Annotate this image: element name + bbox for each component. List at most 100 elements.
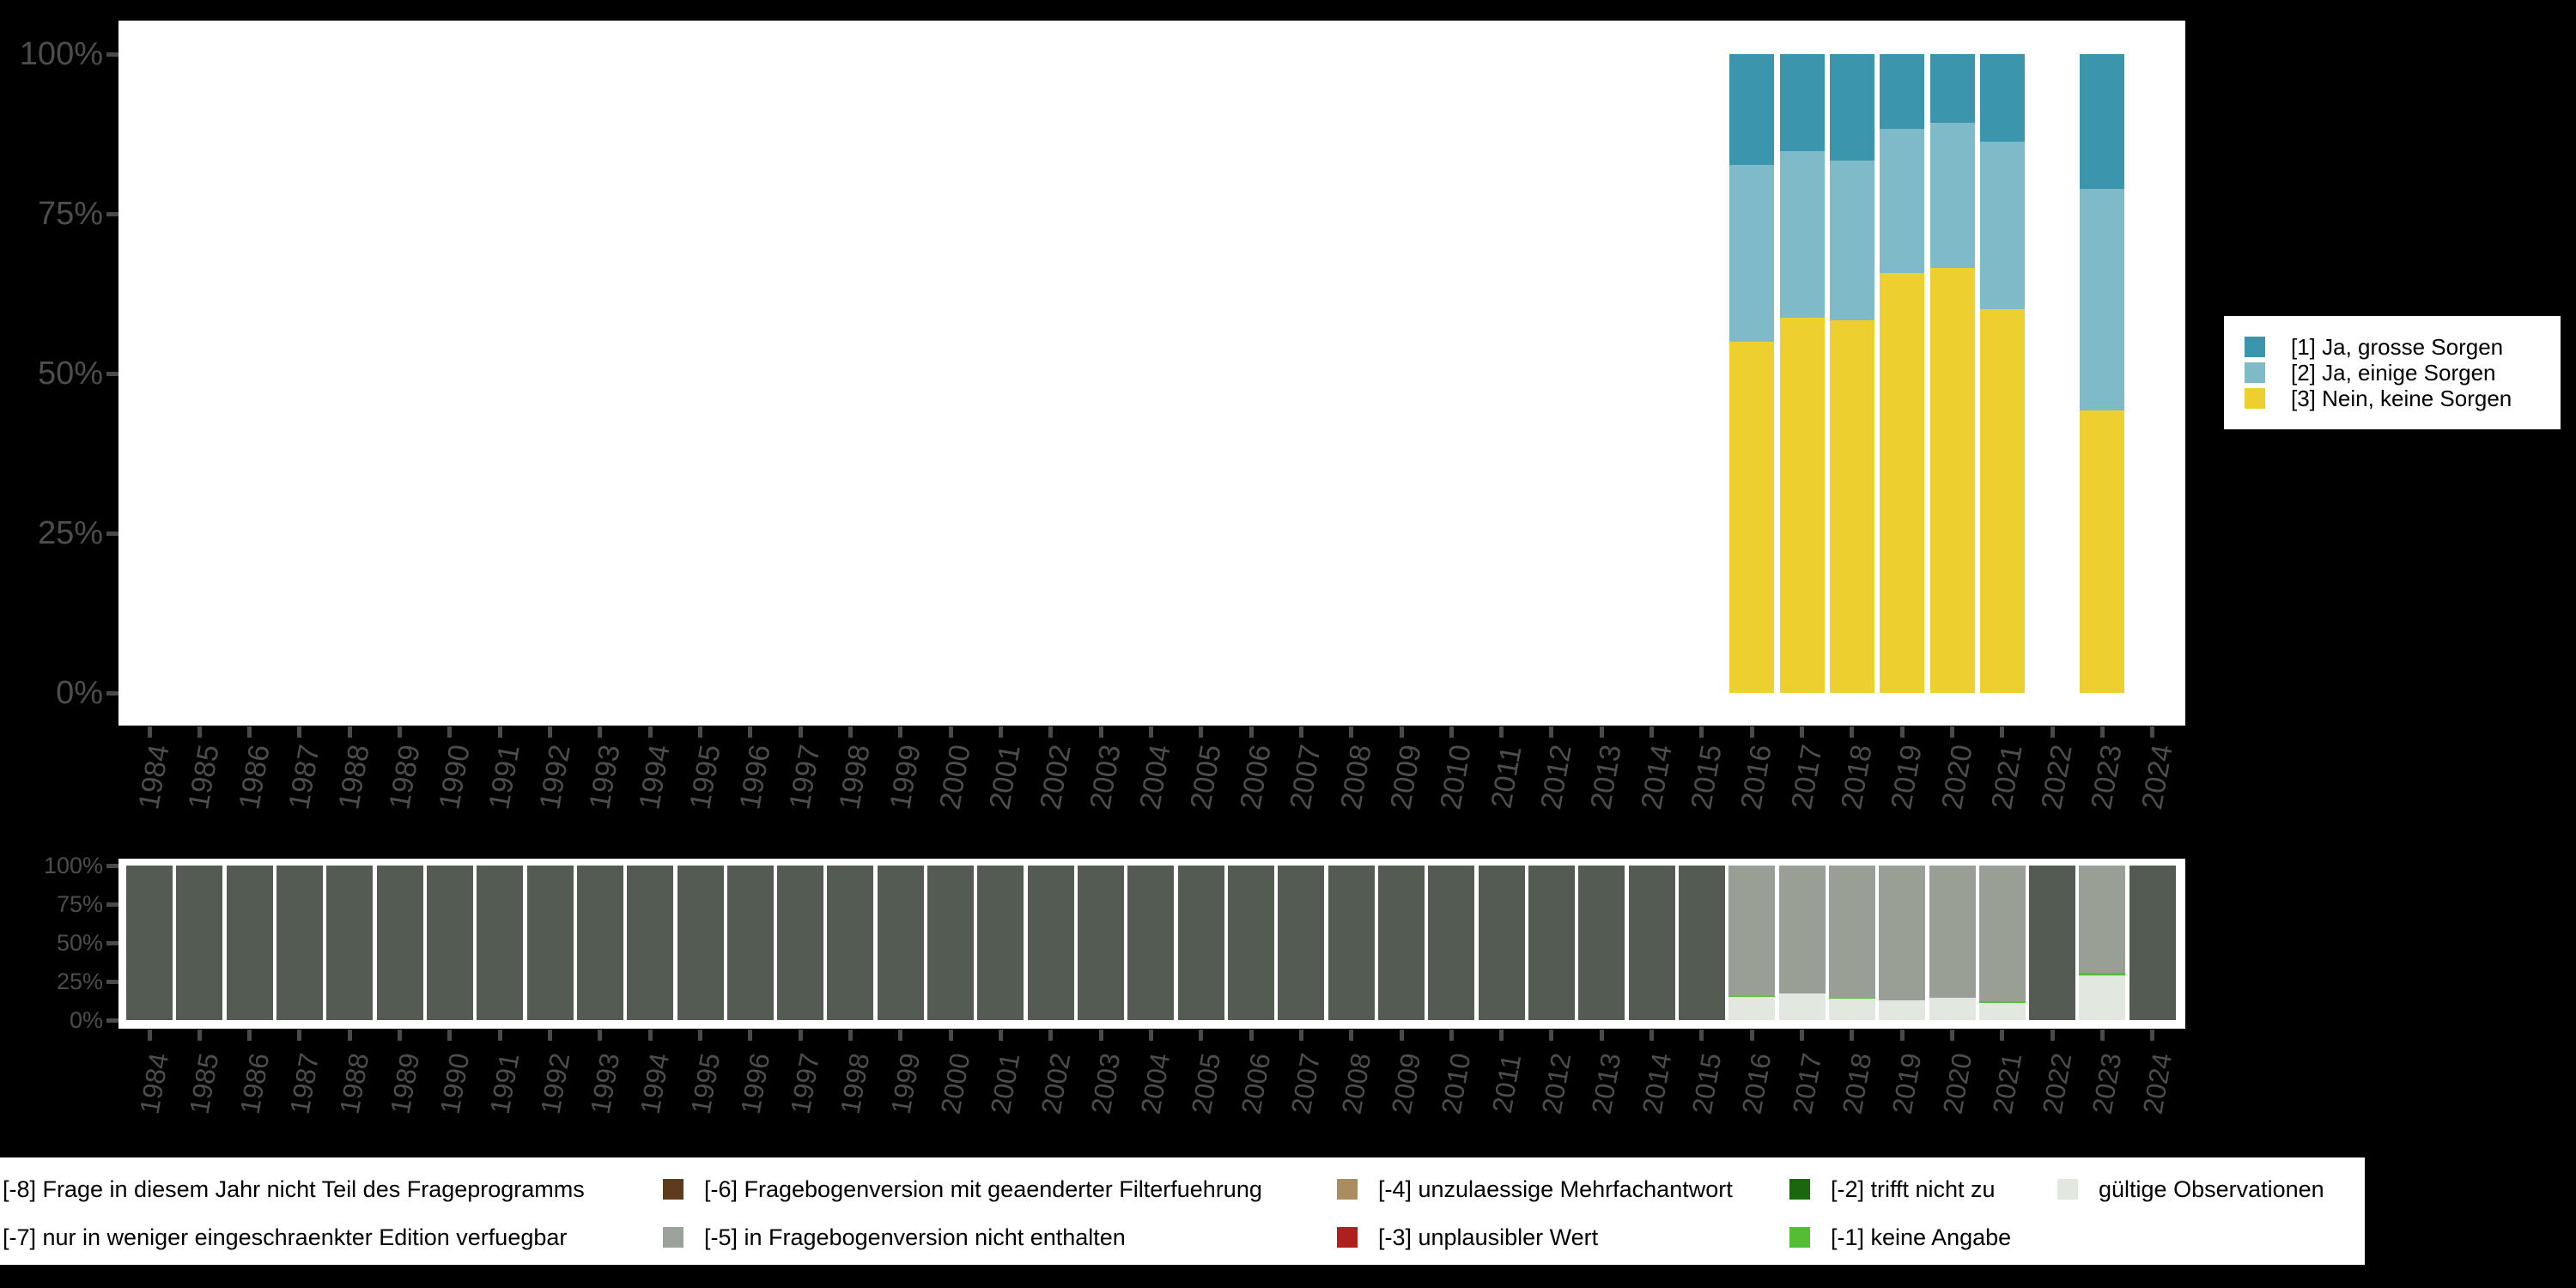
bar-segment-2019 [1879,999,1926,1020]
bar-segment-2004 [1127,866,1175,1020]
bar-segment-2022 [2029,866,2076,1020]
x-axis-tick [1899,1030,1905,1041]
bar-segment-2023 [2080,189,2125,411]
x-axis-tick [2150,726,2155,738]
bar-segment-2010 [1428,866,1475,1020]
y-axis-tick [106,980,118,984]
bar-segment-1991 [477,866,524,1020]
x-axis-tick [1399,726,1404,738]
missing-legend-label: [-4] unzulaessige Mehrfachantwort [1378,1176,1733,1202]
missing-legend-swatch [1337,1179,1358,1200]
x-axis-tick [1749,726,1754,738]
bar-segment-2018 [1829,320,1874,693]
bar-segment-2017 [1778,993,1826,1020]
x-axis-tick [1249,1030,1254,1041]
x-axis-tick [1599,1030,1604,1041]
y-axis-tick-label: 75% [56,891,103,917]
x-axis-tick [1399,1030,1404,1041]
bar-segment-2018 [1829,161,1874,321]
bar-segment-2021 [1978,866,2026,1002]
bar-segment-2019 [1880,273,1925,693]
x-axis-tick [1749,1030,1754,1041]
x-axis-tick [197,1030,202,1041]
x-axis-tick [1950,726,1955,738]
missing-legend-label: [-8] Frage in diesem Jahr nicht Teil des… [3,1176,585,1202]
missing-legend-label: [-7] nur in weniger eingeschraenkter Edi… [3,1224,568,1250]
legend-item: [1] Ja, grosse Sorgen [2245,334,2561,360]
bar-segment-2021 [1979,308,2025,693]
bar-segment-2018 [1829,54,1874,161]
bar-segment-2016 [1729,164,1775,342]
x-axis-tick [647,1030,653,1041]
x-axis-tick [398,726,403,738]
y-axis-tick [106,902,118,907]
x-axis-tick [1950,1030,1955,1041]
legend-swatch-ja-grosse-sorgen [2245,337,2265,357]
x-axis-tick [1499,726,1504,738]
y-axis-tick [106,1018,118,1023]
bar-segment-2019 [1880,54,1925,130]
bar-segment-2001 [977,866,1024,1020]
x-axis-tick [1148,1030,1153,1041]
x-axis-tick [848,726,853,738]
legend-swatch-nein-keine-sorgen [2245,388,2265,409]
x-axis-tick [1699,726,1704,738]
x-axis-tick [2050,726,2055,738]
legend-item: [2] Ja, einige Sorgen [2245,360,2561,386]
bar-segment-2021 [1978,1003,2026,1020]
missing-legend-swatch [663,1227,683,1248]
x-axis-tick [1850,1030,1855,1041]
y-axis-tick-label: 25% [37,515,103,551]
bar-segment-2016 [1728,866,1776,996]
y-axis-tick-label: 100% [19,36,103,72]
x-axis-tick [1800,726,1805,738]
x-axis-tick [2000,726,2005,738]
bar-segment-2013 [1578,866,1625,1020]
x-axis-tick [1098,1030,1103,1041]
y-axis-tick-label: 50% [56,930,103,956]
bar-segment-2020 [1929,123,1975,269]
bar-segment-2021 [1979,54,2025,142]
x-axis-tick [548,726,553,738]
bar-segment-1997 [777,866,824,1020]
legend-label: [2] Ja, einige Sorgen [2291,359,2496,386]
bar-segment-2021 [1978,1001,2026,1004]
missing-legend-swatch [2057,1179,2078,1200]
missing-legend-label: [-2] trifft nicht zu [1831,1176,1996,1202]
bar-segment-1999 [877,866,924,1020]
bar-segment-2017 [1779,151,1825,319]
missing-legend-label: [-5] in Fragebogenversion nicht enthalte… [704,1224,1126,1250]
missing-legend-label: [-3] unplausibler Wert [1378,1224,1599,1250]
x-axis-tick [1449,726,1454,738]
x-axis-tick [247,1030,252,1041]
top-chart-plot-area [118,21,2185,726]
y-axis-tick [106,532,118,536]
y-axis-tick [106,691,118,696]
bar-segment-2014 [1628,866,1675,1020]
legend-label: [3] Nein, keine Sorgen [2291,385,2512,411]
x-axis-tick [1649,726,1655,738]
bar-segment-2023 [2080,54,2125,189]
bar-segment-2017 [1779,54,1825,152]
bar-segment-2016 [1728,997,1776,1020]
x-axis-tick [1499,1030,1504,1041]
bar-segment-1995 [677,866,724,1020]
x-axis-tick [297,726,302,738]
y-axis-tick [106,212,118,216]
x-axis-tick [1649,1030,1655,1041]
missing-codes-legend: [-8] Frage in diesem Jahr nicht Teil des… [0,1157,2365,1265]
y-axis-tick [106,52,118,57]
x-axis-tick [948,1030,953,1041]
x-axis-tick [398,1030,403,1041]
x-axis-tick [798,726,803,738]
bar-segment-2020 [1929,54,1975,124]
bar-segment-2015 [1678,866,1725,1020]
x-axis-tick [898,1030,903,1041]
x-axis-tick [1549,1030,1554,1041]
x-axis-tick [698,726,703,738]
x-axis-tick [1349,726,1354,738]
missing-legend-swatch [1789,1179,1810,1200]
bar-segment-2009 [1378,866,1425,1020]
x-axis-tick [147,726,152,738]
bar-segment-2018 [1828,999,1875,1020]
